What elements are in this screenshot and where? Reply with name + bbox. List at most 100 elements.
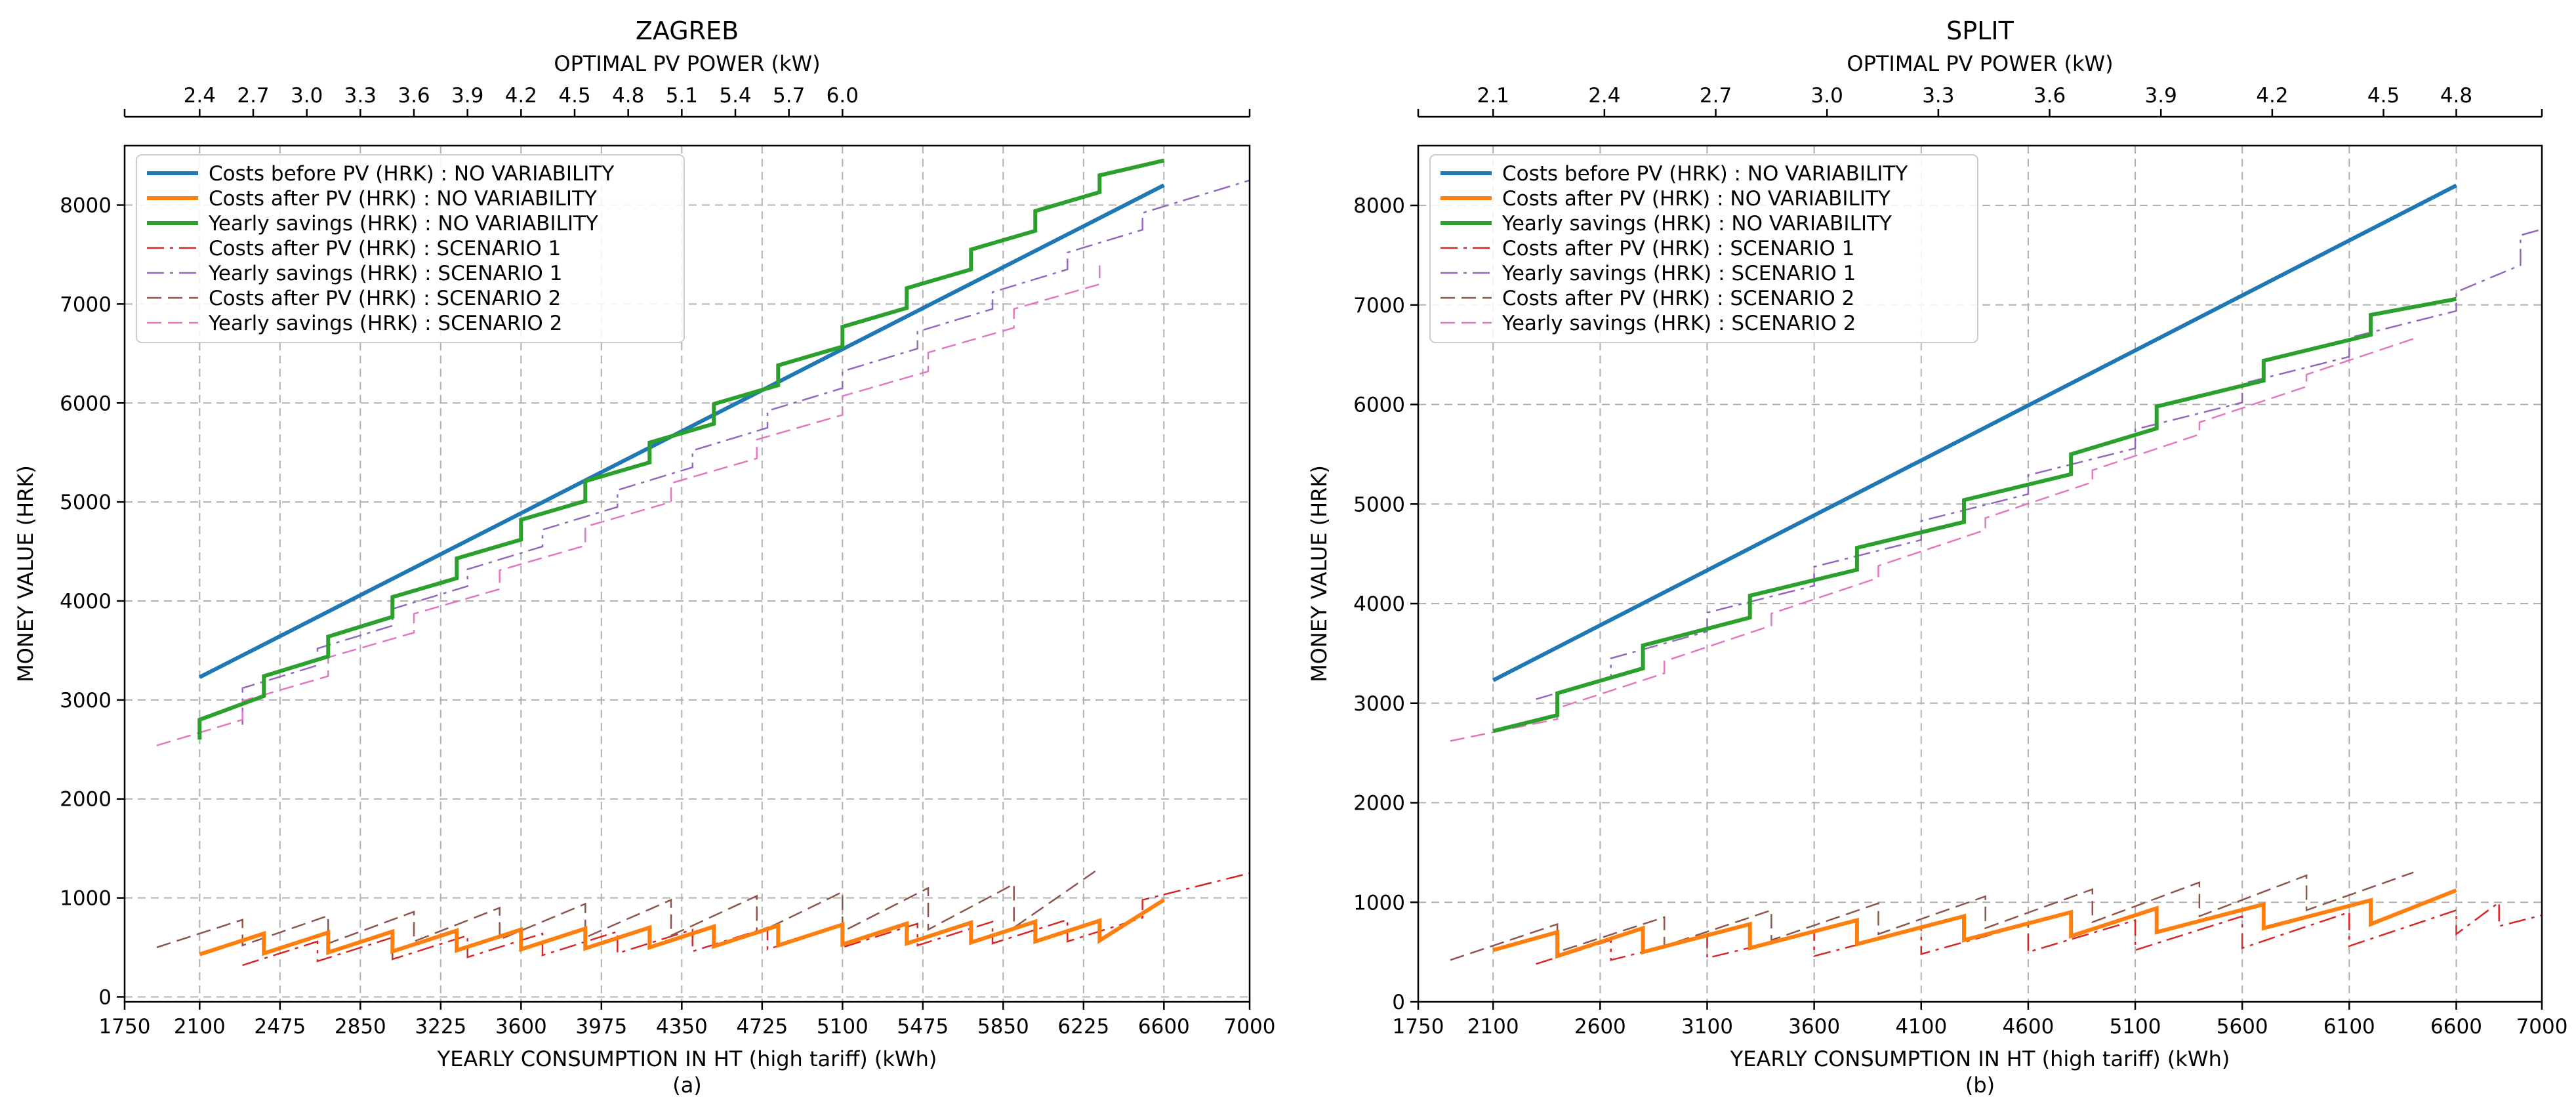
y-tick-label: 3000 bbox=[60, 689, 112, 713]
series-line-costs-after-nv bbox=[1492, 888, 2457, 959]
series-line-savings-nv bbox=[1492, 297, 2457, 734]
top-tick-label: 3.0 bbox=[291, 84, 323, 108]
top-tick-label: 3.3 bbox=[344, 84, 377, 108]
legend-label: Yearly savings (HRK) : SCENARIO 2 bbox=[208, 312, 562, 335]
panel-label: (a) bbox=[672, 1073, 702, 1098]
y-tick-label: 6000 bbox=[1353, 394, 1405, 417]
top-tick-label: 3.9 bbox=[451, 84, 483, 108]
y-tick-label: 8000 bbox=[1353, 194, 1405, 218]
y-axis-label: MONEY VALUE (HRK) bbox=[1307, 465, 1332, 682]
chart-title: ZAGREB bbox=[636, 16, 739, 45]
y-tick-label: 0 bbox=[1392, 991, 1405, 1014]
x-tick-label: 2100 bbox=[174, 1015, 226, 1039]
series-line-costs-after-s2 bbox=[156, 867, 1101, 949]
legend-label: Costs after PV (HRK) : SCENARIO 2 bbox=[209, 287, 561, 310]
legend-box bbox=[1429, 154, 1978, 343]
x-tick-label: 5600 bbox=[2217, 1015, 2268, 1039]
x-tick-label: 3225 bbox=[415, 1015, 466, 1039]
x-tick-label: 7000 bbox=[1224, 1015, 1276, 1039]
series-line-savings-nv bbox=[197, 158, 1164, 740]
x-tick-label: 4600 bbox=[2002, 1015, 2054, 1039]
top-axis-label: OPTIMAL PV POWER (kW) bbox=[1847, 51, 2113, 76]
series-line-costs-after-s1 bbox=[242, 872, 1250, 966]
series-group bbox=[1450, 184, 2542, 965]
top-tick-label: 2.7 bbox=[237, 84, 269, 108]
chart-panel-split: 1750 2100 2600 3100 3600 4100 4600 5100 5600 6100… bbox=[1307, 16, 2567, 1098]
top-tick-label: 4.5 bbox=[2367, 84, 2400, 108]
top-tick-label: 4.2 bbox=[505, 84, 537, 108]
x-tick-label: 3100 bbox=[1681, 1015, 1733, 1039]
top-tick-label: 4.5 bbox=[558, 84, 590, 108]
x-tick-label: 7000 bbox=[2516, 1015, 2568, 1039]
series-line-costs-after-s1 bbox=[1536, 900, 2542, 965]
y-axis-label: MONEY VALUE (HRK) bbox=[13, 465, 38, 682]
legend-label: Yearly savings (HRK) : NO VARIABILITY bbox=[208, 212, 598, 236]
x-tick-label: 6600 bbox=[2430, 1015, 2482, 1039]
y-tick-label: 4000 bbox=[60, 590, 112, 613]
x-tick-label: 6225 bbox=[1057, 1015, 1109, 1039]
x-tick-label: 3975 bbox=[575, 1015, 627, 1039]
series-line-savings-s1 bbox=[1536, 228, 2542, 700]
x-tick-label: 6600 bbox=[1138, 1015, 1190, 1039]
top-tick-label: 2.1 bbox=[1477, 84, 1509, 108]
legend-label: Costs after PV (HRK) : SCENARIO 1 bbox=[209, 237, 561, 260]
y-tick-label: 4000 bbox=[1353, 592, 1405, 616]
x-tick-label: 4350 bbox=[656, 1015, 708, 1039]
x-tick-label: 4100 bbox=[1895, 1015, 1947, 1039]
axes-frame bbox=[1417, 144, 2543, 1003]
series-line-costs-after-nv bbox=[199, 898, 1165, 957]
y-tick-label: 3000 bbox=[1353, 692, 1405, 716]
legend-label: Costs after PV (HRK) : SCENARIO 2 bbox=[1502, 287, 1854, 310]
x-tick-label: 6100 bbox=[2323, 1015, 2375, 1039]
top-tick-label: 3.9 bbox=[2145, 84, 2177, 108]
top-tick-label: 3.6 bbox=[2034, 84, 2066, 108]
x-tick-label: 5100 bbox=[817, 1015, 869, 1039]
legend-label: Costs after PV (HRK) : SCENARIO 1 bbox=[1502, 237, 1854, 260]
legend-label: Yearly savings (HRK) : SCENARIO 2 bbox=[1502, 312, 1856, 335]
y-tick-label: 2000 bbox=[1353, 792, 1405, 816]
top-tick-label: 4.8 bbox=[612, 84, 644, 108]
axes-frame bbox=[123, 144, 1251, 1003]
y-tick-label: 7000 bbox=[1353, 294, 1405, 318]
top-tick-label: 4.8 bbox=[2440, 84, 2472, 108]
series-group bbox=[156, 158, 1250, 966]
legend-box bbox=[136, 154, 685, 343]
series-line-savings-s2 bbox=[156, 265, 1101, 747]
x-tick-label: 2475 bbox=[254, 1015, 306, 1039]
y-tick-label: 0 bbox=[98, 985, 112, 1009]
x-tick-label: 5850 bbox=[977, 1015, 1029, 1039]
x-tick-label: 5475 bbox=[897, 1015, 949, 1039]
y-tick-label: 5000 bbox=[60, 491, 112, 514]
y-tick-label: 1000 bbox=[1353, 891, 1405, 915]
top-tick-label: 5.7 bbox=[773, 84, 805, 108]
y-tick-label: 7000 bbox=[60, 293, 112, 316]
y-tick-label: 1000 bbox=[60, 887, 112, 911]
x-tick-label: 4725 bbox=[736, 1015, 788, 1039]
legend-label: Yearly savings (HRK) : SCENARIO 1 bbox=[1502, 262, 1856, 285]
top-tick-label: 5.1 bbox=[666, 84, 698, 108]
series-line-savings-s1 bbox=[241, 179, 1250, 725]
top-tick-label: 3.3 bbox=[1922, 84, 1954, 108]
x-tick-label: 2600 bbox=[1574, 1015, 1626, 1039]
chart-title: SPLIT bbox=[1946, 16, 2014, 45]
panel-label: (b) bbox=[1965, 1073, 1995, 1098]
series-line-costs-before-nv bbox=[1492, 184, 2457, 682]
top-tick-label: 3.6 bbox=[398, 84, 430, 108]
top-tick-label: 2.4 bbox=[184, 84, 216, 108]
legend-label: Yearly savings (HRK) : SCENARIO 1 bbox=[208, 262, 562, 285]
series-line-savings-s2 bbox=[1450, 338, 2414, 742]
legend-label: Yearly savings (HRK) : NO VARIABILITY bbox=[1502, 212, 1892, 236]
top-tick-label: 6.0 bbox=[827, 84, 859, 108]
y-tick-label: 8000 bbox=[60, 194, 112, 218]
top-tick-label: 3.0 bbox=[1811, 84, 1843, 108]
legend: Costs before PV (HRK) : NO VARIABILITYCo… bbox=[136, 154, 685, 343]
x-axis-label: YEARLY CONSUMPTION IN HT (high tariff) (… bbox=[1730, 1046, 2230, 1071]
chart-panel-zagreb: 1750 2100 2475 2850 3225 3600 3975 4350 4725 5100… bbox=[13, 16, 1275, 1098]
legend-label: Costs after PV (HRK) : NO VARIABILITY bbox=[209, 187, 597, 211]
legend-label: Costs after PV (HRK) : NO VARIABILITY bbox=[1502, 187, 1891, 211]
x-tick-label: 2850 bbox=[335, 1015, 386, 1039]
y-tick-label: 5000 bbox=[1353, 493, 1405, 516]
x-tick-label: 1750 bbox=[99, 1015, 151, 1039]
series-line-costs-after-s2 bbox=[1450, 871, 2414, 961]
